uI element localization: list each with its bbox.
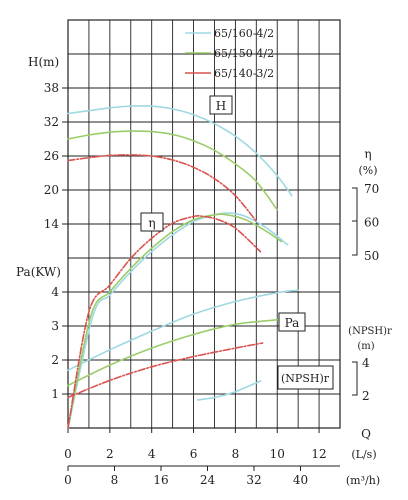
x-axis-m3h-tick-label: 16 xyxy=(153,473,168,487)
x-axis-m3h-tick-label: 32 xyxy=(246,473,261,487)
npsh-axis-tick-label: 4 xyxy=(362,356,370,370)
x-axis-ls-tick-label: 12 xyxy=(311,447,326,461)
h-axis-tick-label: 32 xyxy=(44,115,59,129)
eta-axis-tick-label: 50 xyxy=(364,249,379,263)
curve-eta-series-2 xyxy=(67,213,283,429)
x-axis-m3h-tick-label: 8 xyxy=(111,473,119,487)
h-axis-label: H(m) xyxy=(28,55,59,69)
chart-curves xyxy=(67,105,299,429)
eta-axis-label: η xyxy=(364,147,371,161)
x-axis-q-label: Q xyxy=(361,427,371,441)
npsh-axis-label: (NPSH)r xyxy=(348,326,392,337)
h-axis-tick-label: 14 xyxy=(44,217,60,231)
curve-h-series-3 xyxy=(67,154,258,222)
pa-axis-label: Pa(KW) xyxy=(16,265,61,279)
h-axis-tick-label: 26 xyxy=(44,149,59,163)
x-axis-ls-tick-label: 6 xyxy=(190,447,198,461)
npsh-scale-bracket xyxy=(352,361,358,396)
legend-label-series-2: 65/150-4/2 xyxy=(214,47,274,60)
legend-label-series-3: 65/140-3/2 xyxy=(214,67,274,80)
curve-labels: H η Pa (NPSH)r xyxy=(140,95,334,390)
x-axis-ls-tick-label: 4 xyxy=(148,447,156,461)
curve-h-series-1 xyxy=(67,105,293,197)
curve-pa-series-3 xyxy=(67,342,264,399)
pa-axis-tick-label: 3 xyxy=(51,319,59,333)
curve-label-npshr: (NPSH)r xyxy=(281,372,330,385)
x-axis-ls-tick-label: 8 xyxy=(232,447,240,461)
curve-label-h-box xyxy=(209,95,233,115)
h-axis-tick-label: 38 xyxy=(44,81,59,95)
x-axis-ls-tick-label: 10 xyxy=(270,447,285,461)
x-axis-ls-tick-label: 2 xyxy=(106,447,114,461)
curve-label-npshr-box xyxy=(277,365,334,390)
h-axis-tick-label: 20 xyxy=(44,183,59,197)
x-axis-m3h-tick-label: 40 xyxy=(293,473,308,487)
legend: 65/160-4/2 65/150-4/2 65/140-3/2 xyxy=(185,27,274,80)
x-axis-m3h-tick-label: 24 xyxy=(200,473,216,487)
curve-h-series-2 xyxy=(67,130,278,211)
curve-npshr-series-1 xyxy=(196,380,262,401)
x-axis-ls-label: (L/s) xyxy=(351,448,376,461)
curve-pa-series-1 xyxy=(67,289,299,371)
pa-axis-tick-label: 2 xyxy=(51,353,59,367)
npsh-axis-tick-label: 2 xyxy=(362,389,370,403)
curve-eta-series-1 xyxy=(67,212,289,429)
eta-axis-tick-label: 60 xyxy=(364,216,379,230)
right-scale-brackets xyxy=(352,187,358,396)
eta-axis-tick-label: 70 xyxy=(364,182,379,196)
x-axis-ls-tick-label: 0 xyxy=(64,447,72,461)
curve-label-pa-box xyxy=(278,312,306,332)
curve-eta-series-3 xyxy=(67,215,262,429)
x-axis-m3h-label: (m³/h) xyxy=(346,474,380,487)
curve-label-eta-box xyxy=(140,212,164,232)
curve-label-h: H xyxy=(216,99,226,113)
npsh-axis-unit: (m) xyxy=(357,341,374,352)
curve-pa-series-2 xyxy=(67,318,285,387)
curve-label-pa: Pa xyxy=(285,316,300,330)
legend-label-series-1: 65/160-4/2 xyxy=(214,27,274,40)
pa-axis-tick-label: 4 xyxy=(51,285,59,299)
pa-axis-tick-label: 1 xyxy=(51,387,59,401)
eta-axis-unit: (%) xyxy=(358,164,377,177)
curve-label-eta: η xyxy=(148,216,155,230)
x-axis-m3h-tick-label: 0 xyxy=(64,473,72,487)
